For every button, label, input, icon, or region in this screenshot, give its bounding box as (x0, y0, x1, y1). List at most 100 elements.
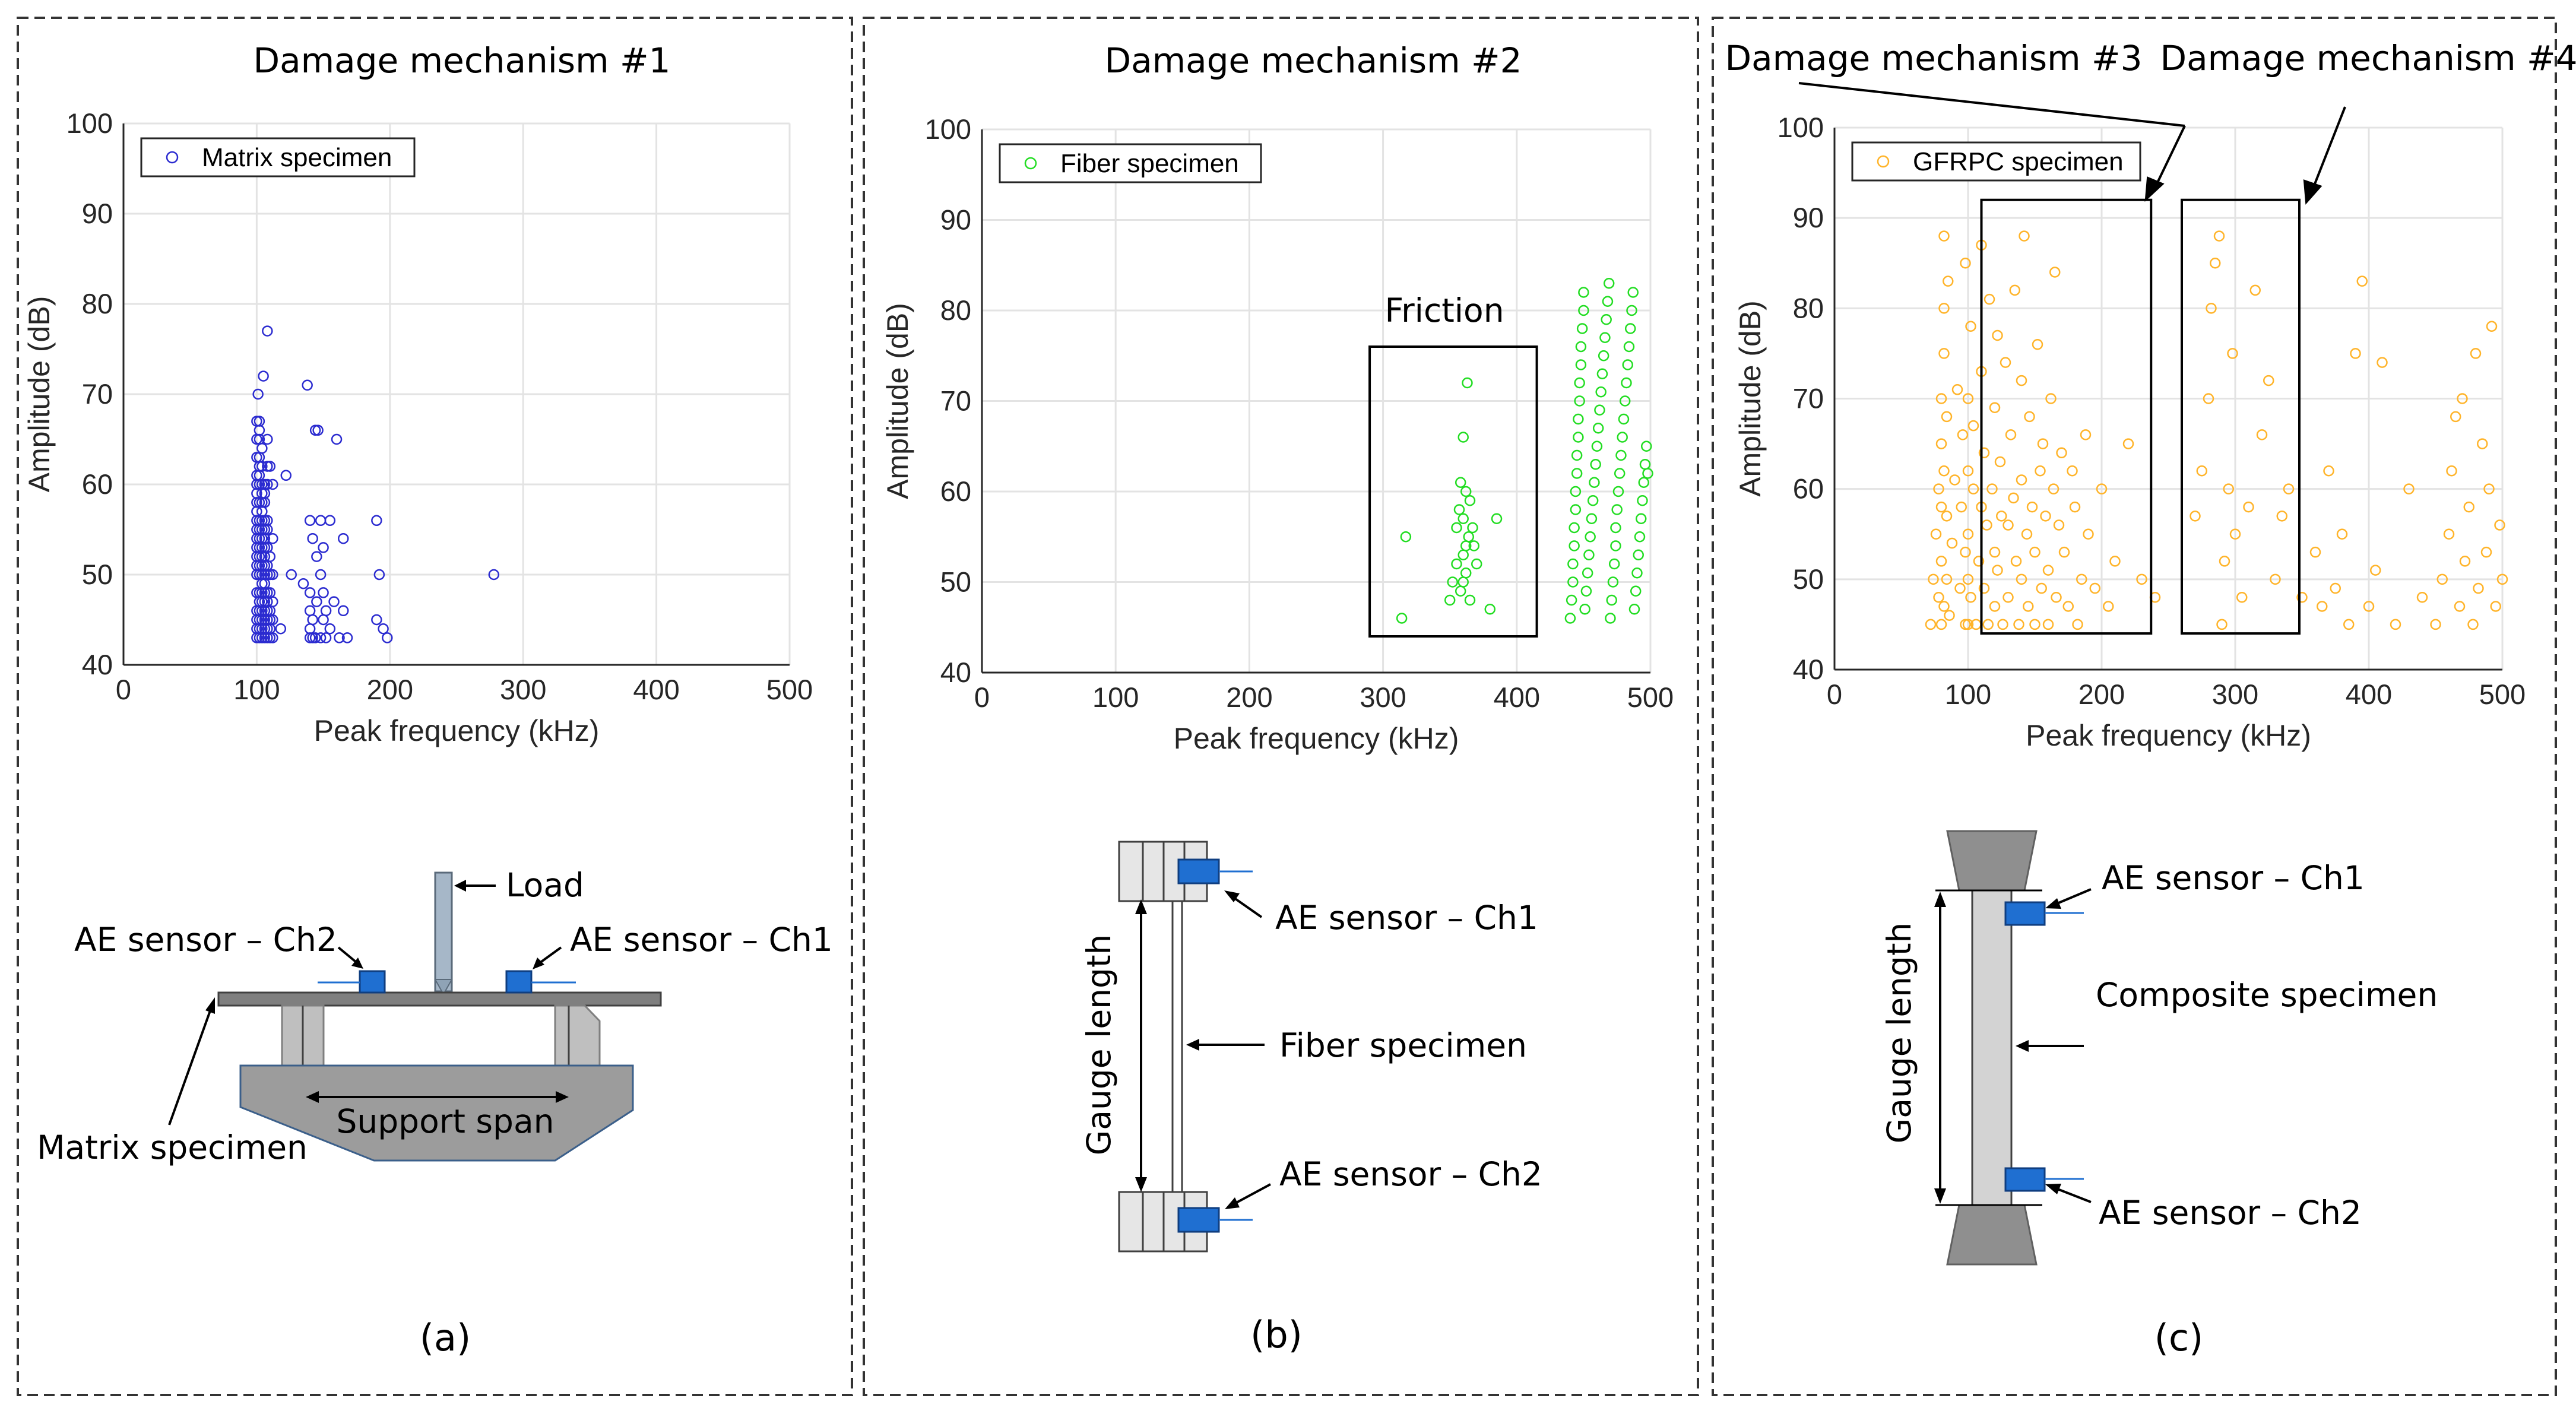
y-tick-label: 90 (1793, 202, 1824, 233)
sensor-ch1-label: AE sensor – Ch1 (570, 921, 833, 959)
data-point (2042, 619, 2054, 630)
y-tick-label: 60 (82, 468, 113, 500)
data-point (2343, 619, 2355, 630)
data-point (2370, 565, 2381, 576)
data-point (2483, 483, 2495, 494)
data-point (1626, 305, 1637, 316)
composite-specimen-pointer-head (2016, 1040, 2029, 1052)
data-point (1617, 432, 1628, 443)
data-point (2136, 573, 2147, 585)
data-point (373, 569, 385, 581)
data-point (1569, 540, 1580, 551)
data-point (2390, 619, 2401, 630)
data-point (264, 461, 276, 472)
data-point (1601, 314, 1612, 325)
fiber-ch1-pointer (1231, 895, 1263, 918)
data-point (1585, 531, 1596, 543)
data-point (1630, 585, 1642, 597)
x-tick-label: 0 (116, 674, 131, 705)
data-point (262, 325, 273, 337)
data-point (318, 542, 329, 553)
x-axis-label: Peak frequency (kHz) (1174, 722, 1459, 755)
data-point (338, 532, 349, 544)
data-point (1986, 483, 1998, 494)
data-point (1938, 230, 1950, 242)
x-tick-label: 200 (2078, 679, 2125, 710)
data-point (2089, 582, 2100, 594)
data-point (1615, 449, 1627, 461)
data-point (2219, 556, 2230, 567)
data-point (378, 623, 389, 635)
data-point (262, 433, 273, 445)
data-point (1962, 393, 1974, 404)
composite-specimen-label: Composite specimen (2096, 976, 2438, 1014)
data-point (1623, 341, 1635, 353)
x-tick-label: 300 (1360, 681, 1406, 713)
data-point (2263, 375, 2274, 386)
data-point (1457, 513, 1469, 524)
data-point (2446, 465, 2457, 477)
data-point (1578, 287, 1589, 298)
data-point (1967, 483, 1979, 494)
data-point (1938, 348, 1950, 359)
data-point (267, 532, 278, 544)
data-point (2494, 519, 2505, 531)
data-point (1962, 619, 1974, 630)
matrix-beam (217, 991, 662, 1007)
data-point (1960, 258, 1971, 269)
data-point (2016, 474, 2027, 486)
data-point (2032, 338, 2043, 350)
data-point (334, 632, 345, 643)
legend-marker (1024, 157, 1037, 170)
data-point (2040, 511, 2051, 522)
composite-gauge-label: Gauge length (1880, 922, 1918, 1144)
data-point (307, 614, 318, 626)
data-point (2270, 573, 2281, 585)
arrow-3b-shaft (2153, 125, 2186, 191)
data-point (2416, 592, 2428, 603)
specimen-pointer-head (205, 997, 215, 1014)
matrix-specimen-label: Matrix specimen (37, 1128, 308, 1166)
data-point (1933, 592, 1944, 603)
data-point (1589, 477, 1600, 488)
data-point (1579, 604, 1590, 615)
data-point (1627, 287, 1639, 298)
composite-sensor-ch2 (2004, 1167, 2046, 1192)
y-tick-label: 50 (1793, 563, 1824, 595)
fiber-ch1-label: AE sensor – Ch1 (1275, 899, 1538, 937)
data-point (1935, 438, 1947, 449)
data-point (1484, 604, 1496, 615)
specimen-pointer (168, 1009, 212, 1126)
composite-ch2-pointer-head (2045, 1184, 2061, 1194)
data-point (2013, 619, 2024, 630)
panel-c-title-3: Damage mechanism #3 (1725, 38, 2142, 78)
data-point (2330, 582, 2341, 594)
y-tick-label: 90 (940, 204, 971, 236)
data-point (256, 461, 268, 472)
data-point (1965, 321, 1976, 332)
legend-label: Matrix specimen (202, 143, 392, 172)
x-tick-label: 0 (1827, 679, 1842, 710)
data-point (2008, 492, 2019, 504)
data-point (1642, 468, 1653, 479)
data-point (1582, 567, 1593, 579)
data-point (2227, 348, 2238, 359)
data-point (1576, 323, 1588, 334)
data-point (1462, 377, 1473, 389)
composite-gauge-head-top (1934, 892, 1946, 907)
data-point (262, 515, 273, 527)
fiber-ch2-pointer (1231, 1183, 1271, 1206)
arrow-4-shaft (2311, 106, 2346, 191)
data-point (2363, 601, 2375, 612)
data-point (2480, 546, 2492, 558)
data-point (1580, 585, 1592, 597)
friction-label: Friction (1384, 291, 1504, 329)
legend-box (1851, 141, 2141, 182)
data-point (2203, 393, 2214, 404)
data-point (1946, 537, 1958, 549)
data-point (2206, 303, 2217, 314)
data-point (1938, 303, 1950, 314)
data-point (2229, 528, 2241, 540)
data-point (2490, 601, 2501, 612)
schematic-composite: Gauge length AE sensor – Ch1 Composite s… (1880, 830, 2438, 1266)
